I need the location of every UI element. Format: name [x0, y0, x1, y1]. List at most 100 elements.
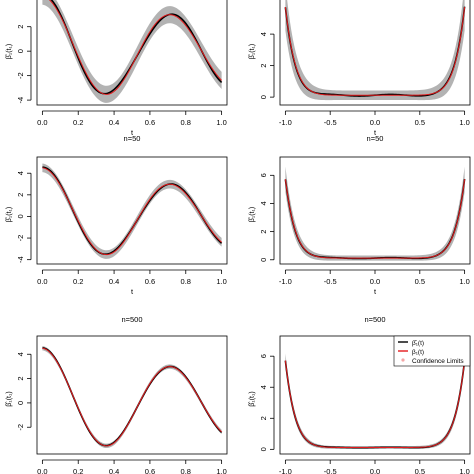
legend: β̂₁(t) β₁(t) Confidence Limits [393, 335, 471, 367]
confidence-band [285, 166, 465, 261]
x-tick-label: 0.4 [109, 118, 119, 127]
panel-p31: 0.0 0.2 0.4 0.6 0.8 1.0 -2 0 2 4 β̂₁(t₁) [6, 335, 228, 474]
x-tick-label: 0.6 [145, 118, 155, 127]
y-axis-label: β̂₁(t₁) [249, 44, 256, 59]
x-tick-label: 0.6 [145, 277, 155, 286]
true-function-line [284, 6, 466, 96]
x-tick-label: 0.2 [73, 277, 83, 286]
y-tick-label: 2 [259, 230, 268, 234]
x-tick-label: 0.8 [181, 277, 191, 286]
y-tick-label: 2 [259, 64, 268, 68]
legend-swatch [401, 358, 405, 362]
confidence-band [42, 345, 222, 449]
x-tick-label: -1.0 [279, 277, 292, 286]
x-tick-label: -1.0 [279, 118, 292, 127]
y-axis-label: β̂₁(t₁) [249, 391, 256, 406]
y-tick-label: -4 [16, 256, 25, 263]
panel-p21: 0.0 0.2 0.4 0.6 0.8 1.0 -4 -2 0 2 4 β̂₁(t₁) t [6, 156, 228, 296]
x-tick-label: 0.8 [181, 118, 191, 127]
x-tick-label: 1.0 [216, 118, 226, 127]
x-tick-label: 1.0 [459, 118, 469, 127]
panel-caption: n=500 [364, 315, 385, 324]
estimate-line [284, 6, 466, 97]
x-tick-label: 0.0 [370, 467, 380, 474]
x-tick-label: 0.4 [109, 277, 119, 286]
y-tick-label: 4 [259, 32, 268, 36]
y-axis-label: β̂₁(t₁) [249, 207, 256, 222]
x-tick-label: 1.0 [459, 467, 469, 474]
panel-caption: n=50 [124, 134, 141, 143]
y-tick-label: 2 [16, 376, 25, 380]
y-tick-label: 6 [259, 354, 268, 358]
x-axis-label: t [374, 128, 377, 137]
panel-p22: -1.0 -0.5 0.0 0.5 1.0 0 2 4 6 β̂₁(t₁) t [249, 156, 471, 296]
x-tick-label: 0.5 [415, 467, 425, 474]
true-function-line [42, 347, 222, 447]
x-tick-label: -1.0 [279, 467, 292, 474]
y-tick-label: 0 [16, 401, 25, 405]
x-tick-label: 0.0 [370, 118, 380, 127]
plot-frame [279, 0, 471, 106]
x-axis-label: t [131, 128, 134, 137]
x-tick-label: 1.0 [216, 277, 226, 286]
panel-caption: n=50 [367, 134, 384, 143]
true-function-line [48, 0, 222, 95]
y-tick-label: 0 [16, 49, 25, 53]
y-tick-label: 0 [259, 447, 268, 451]
y-tick-label: 4 [16, 171, 25, 175]
true-function-line [42, 167, 222, 256]
y-tick-label: 4 [16, 352, 25, 356]
plot-frame [279, 335, 471, 455]
x-axis-label: t [131, 287, 134, 296]
y-tick-label: -2 [16, 72, 25, 79]
y-tick-label: 4 [259, 201, 268, 205]
x-tick-label: 0.4 [109, 467, 119, 474]
y-tick-label: 0 [16, 214, 25, 218]
x-tick-label: 0.6 [145, 467, 155, 474]
y-tick-label: -2 [16, 424, 25, 431]
y-tick-label: 2 [16, 25, 25, 29]
estimate-line [284, 360, 466, 449]
estimate-line [284, 178, 466, 260]
x-tick-label: -0.5 [324, 467, 337, 474]
y-tick-label: 2 [16, 193, 25, 197]
confidence-band [42, 0, 222, 103]
x-tick-label: 0.0 [37, 277, 47, 286]
panel-caption: n=500 [121, 315, 142, 324]
x-tick-label: 1.0 [459, 277, 469, 286]
plot-frame [36, 156, 228, 265]
x-tick-label: 0.2 [73, 118, 83, 127]
x-tick-label: 0.5 [415, 277, 425, 286]
true-function-line [284, 179, 466, 259]
x-tick-label: 0.2 [73, 467, 83, 474]
y-tick-label: 6 [259, 173, 268, 177]
plot-frame [36, 335, 228, 455]
confidence-band [285, 353, 465, 449]
x-tick-label: 1.0 [216, 467, 226, 474]
estimate-line [42, 347, 223, 447]
y-tick-label: -4 [16, 97, 25, 104]
confidence-band [285, 0, 465, 101]
x-tick-label: 0.0 [37, 467, 47, 474]
legend-label: β₁(t) [412, 349, 424, 356]
plot-frame [279, 156, 471, 265]
panel-p32: -1.0 -0.5 0.0 0.5 1.0 0 2 4 6 β̂₁(t₁) [249, 335, 471, 474]
y-tick-label: -2 [16, 235, 25, 242]
y-axis-label: β̂₁(t₁) [6, 44, 13, 59]
y-axis-label: β̂₁(t₁) [6, 207, 13, 222]
x-tick-label: -0.5 [324, 277, 337, 286]
x-tick-label: 0.0 [370, 277, 380, 286]
legend-label: Confidence Limits [412, 358, 464, 365]
estimate-line [42, 166, 223, 256]
y-tick-label: 4 [259, 385, 268, 389]
confidence-band [42, 163, 222, 259]
y-tick-label: 0 [259, 95, 268, 99]
legend-label: β̂₁(t) [412, 340, 424, 347]
y-tick-label: 0 [259, 258, 268, 262]
x-tick-label: 0.0 [37, 118, 47, 127]
x-axis-label: t [374, 287, 377, 296]
true-function-line [284, 360, 466, 448]
x-tick-label: -0.5 [324, 118, 337, 127]
panel-p11: 0.0 0.2 0.4 0.6 0.8 1.0 -4 -2 0 2 β̂₁(t₁) t [6, 0, 228, 137]
